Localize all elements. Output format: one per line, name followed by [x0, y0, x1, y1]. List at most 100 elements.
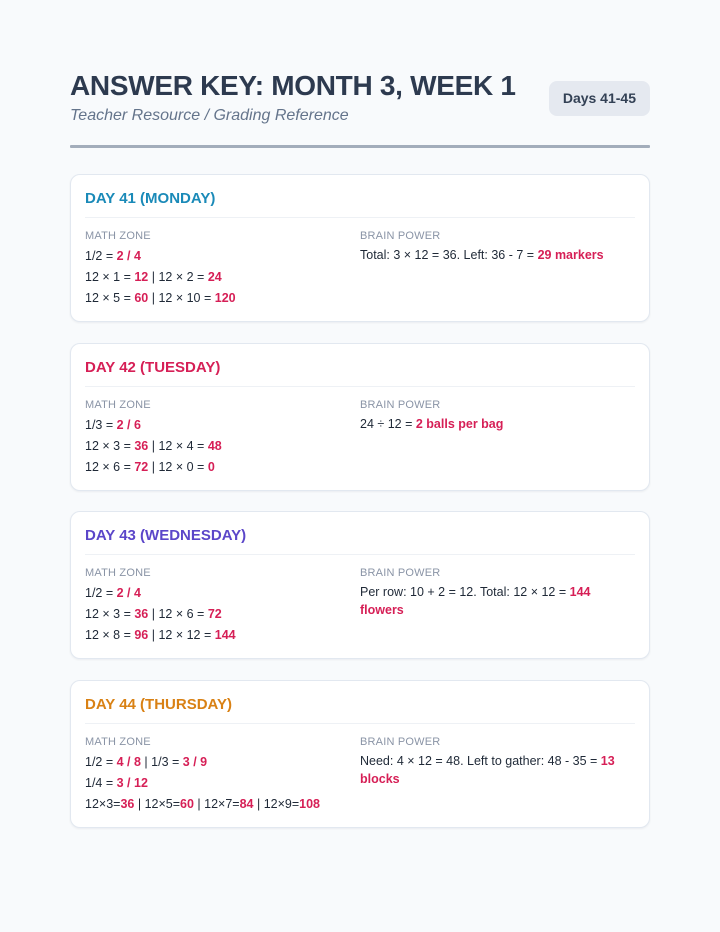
day-card: DAY 41 (MONDAY) MATH ZONE 1/2 = 2 / 4 12 × …: [70, 174, 650, 322]
brain-power-label: BRAIN POWER: [360, 736, 441, 748]
answer-value: 96: [134, 628, 149, 642]
math-answer-line: 12 × 8 = 96 | 12 × 12 = 144: [85, 625, 360, 646]
problem-text: | 12 × 6 =: [148, 607, 208, 621]
answer-value: 3 / 12: [116, 776, 148, 790]
math-zone-column: MATH ZONE 1/3 = 2 / 6 12 × 3 = 36 | 12 × 4…: [85, 398, 360, 478]
problem-text: | 12 × 10 =: [148, 291, 215, 305]
problem-text: | 12 × 0 =: [148, 460, 208, 474]
math-answer-line: 1/3 = 2 / 6: [85, 415, 360, 436]
math-zone-column: MATH ZONE 1/2 = 2 / 4 12 × 3 = 36 | 12 × 6…: [85, 566, 360, 646]
card-columns: MATH ZONE 1/3 = 2 / 6 12 × 3 = 36 | 12 × 4…: [85, 398, 635, 478]
answer-value: 36: [134, 607, 149, 621]
answer-value: 29 markers: [537, 248, 604, 262]
answer-value: 13 blocks: [360, 754, 615, 786]
brain-power-column: BRAIN POWER Per row: 10 + 2 = 12. Total: …: [360, 566, 635, 646]
answer-value: 84: [239, 797, 254, 811]
math-zone-label: MATH ZONE: [85, 399, 151, 411]
card-divider: [85, 386, 635, 387]
answer-value: 24: [207, 270, 222, 284]
answer-value: 4 / 8: [116, 755, 141, 769]
answer-value: 144: [214, 628, 236, 642]
brain-power-column: BRAIN POWER Need: 4 × 12 = 48. Left to ga…: [360, 735, 635, 815]
card-divider: [85, 554, 635, 555]
brain-power-answer: Need: 4 × 12 = 48. Left to gather: 48 - …: [360, 752, 635, 788]
math-zone-column: MATH ZONE 1/2 = 4 / 8 | 1/3 = 3 / 9 1/4 = …: [85, 735, 360, 815]
answer-value: 60: [180, 797, 194, 811]
math-answer-line: 12×3=36 | 12×5=60 | 12×7=84 | 12×9=108: [85, 794, 360, 815]
math-answer-line: 12 × 1 = 12 | 12 × 2 = 24: [85, 267, 360, 288]
problem-text: 12 × 3 =: [85, 607, 135, 621]
problem-text: | 12 × 2 =: [148, 270, 208, 284]
math-zone-label: MATH ZONE: [85, 230, 151, 242]
answer-value: 3 / 9: [182, 755, 208, 769]
answer-value: 2 / 4: [116, 249, 141, 263]
card-columns: MATH ZONE 1/2 = 2 / 4 12 × 1 = 12 | 12 × 2…: [85, 229, 635, 309]
brain-power-answer: Total: 3 × 12 = 36. Left: 36 - 7 = 29 ma…: [360, 246, 635, 264]
problem-text: 12 × 8 =: [85, 628, 135, 642]
answer-value: 2 / 4: [116, 586, 141, 600]
brain-power-answer: Per row: 10 + 2 = 12. Total: 12 × 12 = 1…: [360, 583, 635, 619]
page-subtitle: Teacher Resource / Grading Reference: [70, 107, 349, 124]
math-answer-line: 12 × 6 = 72 | 12 × 0 = 0: [85, 457, 360, 478]
card-columns: MATH ZONE 1/2 = 2 / 4 12 × 3 = 36 | 12 × 6…: [85, 566, 635, 646]
answer-value: 120: [214, 291, 236, 305]
card-columns: MATH ZONE 1/2 = 4 / 8 | 1/3 = 3 / 9 1/4 = …: [85, 735, 635, 815]
problem-text: 12 × 3 =: [85, 439, 135, 453]
problem-text: 12×3=: [85, 797, 121, 811]
answer-value: 48: [207, 439, 222, 453]
problem-text: 12 × 1 =: [85, 270, 135, 284]
day-card: DAY 44 (THURSDAY) MATH ZONE 1/2 = 4 / 8 | …: [70, 680, 650, 828]
answer-value: 60: [134, 291, 149, 305]
problem-text: | 12×5=: [134, 797, 181, 811]
problem-text: 12 × 5 =: [85, 291, 135, 305]
problem-text: 1/2 =: [85, 755, 117, 769]
math-zone-label: MATH ZONE: [85, 567, 151, 579]
problem-text: | 1/3 =: [140, 755, 183, 769]
brain-power-answer: 24 ÷ 12 = 2 balls per bag: [360, 415, 635, 433]
answer-value: 36: [120, 797, 135, 811]
answer-value: 0: [207, 460, 215, 474]
brain-power-column: BRAIN POWER Total: 3 × 12 = 36. Left: 36 …: [360, 229, 635, 309]
problem-text: | 12 × 4 =: [148, 439, 208, 453]
brain-power-column: BRAIN POWER 24 ÷ 12 = 2 balls per bag: [360, 398, 635, 478]
day-card: DAY 42 (TUESDAY) MATH ZONE 1/3 = 2 / 6 12 ×…: [70, 343, 650, 491]
day-title: DAY 42 (TUESDAY): [85, 359, 221, 376]
math-zone-column: MATH ZONE 1/2 = 2 / 4 12 × 1 = 12 | 12 × 2…: [85, 229, 360, 309]
answer-value: 36: [134, 439, 149, 453]
day-title: DAY 43 (WEDNESDAY): [85, 527, 247, 544]
card-divider: [85, 723, 635, 724]
math-answer-line: 1/2 = 4 / 8 | 1/3 = 3 / 9: [85, 752, 360, 773]
answer-value: 144 flowers: [360, 585, 591, 617]
brain-power-label: BRAIN POWER: [360, 567, 441, 579]
card-divider: [85, 217, 635, 218]
problem-text: | 12×9=: [253, 797, 300, 811]
problem-text: | 12 × 12 =: [148, 628, 215, 642]
problem-text: 12 × 6 =: [85, 460, 135, 474]
problem-text: 24 ÷ 12 =: [360, 417, 416, 431]
math-answer-line: 12 × 3 = 36 | 12 × 4 = 48: [85, 436, 360, 457]
problem-text: 1/2 =: [85, 249, 117, 263]
answer-value: 2 / 6: [116, 418, 141, 432]
answer-value: 108: [299, 797, 321, 811]
answer-value: 72: [134, 460, 149, 474]
problem-text: 1/2 =: [85, 586, 117, 600]
problem-text: Per row: 10 + 2 = 12. Total: 12 × 12 =: [360, 585, 570, 599]
math-answer-line: 12 × 3 = 36 | 12 × 6 = 72: [85, 604, 360, 625]
math-answer-line: 1/2 = 2 / 4: [85, 583, 360, 604]
answer-value: 2 balls per bag: [415, 417, 504, 431]
problem-text: Total: 3 × 12 = 36. Left: 36 - 7 =: [360, 248, 538, 262]
problem-text: | 12×7=: [193, 797, 240, 811]
math-answer-line: 1/4 = 3 / 12: [85, 773, 360, 794]
brain-power-label: BRAIN POWER: [360, 230, 441, 242]
header-divider: [70, 145, 650, 148]
brain-power-label: BRAIN POWER: [360, 399, 441, 411]
day-title: DAY 41 (MONDAY): [85, 190, 216, 207]
answer-value: 72: [207, 607, 222, 621]
problem-text: 1/3 =: [85, 418, 117, 432]
problem-text: 1/4 =: [85, 776, 117, 790]
problem-text: Need: 4 × 12 = 48. Left to gather: 48 - …: [360, 754, 601, 768]
math-answer-line: 12 × 5 = 60 | 12 × 10 = 120: [85, 288, 360, 309]
day-title: DAY 44 (THURSDAY): [85, 696, 232, 713]
days-range-badge: Days 41-45: [548, 81, 650, 116]
